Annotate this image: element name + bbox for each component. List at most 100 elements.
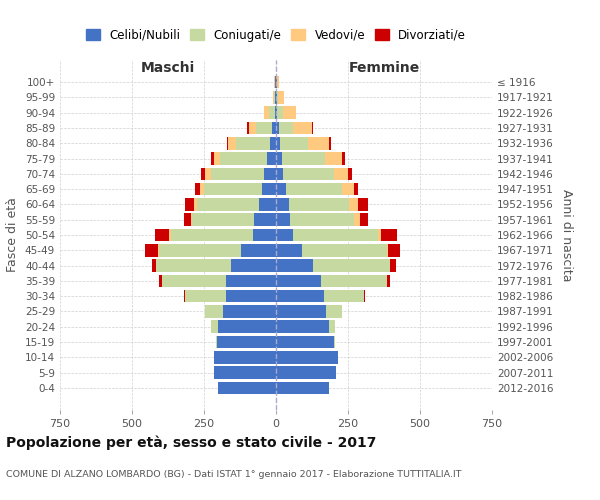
Bar bbox=[276, 152, 282, 165]
Bar bbox=[276, 198, 289, 210]
Bar bbox=[323, 290, 364, 302]
Bar bbox=[293, 122, 312, 134]
Text: COMUNE DI ALZANO LOMBARDO (BG) - Dati ISTAT 1° gennaio 2017 - Elaborazione TUTTI: COMUNE DI ALZANO LOMBARDO (BG) - Dati IS… bbox=[6, 470, 461, 479]
Bar bbox=[158, 244, 160, 256]
Bar bbox=[348, 168, 352, 180]
Bar bbox=[289, 198, 349, 210]
Bar bbox=[253, 228, 276, 241]
Bar bbox=[152, 260, 157, 272]
Bar bbox=[358, 198, 368, 210]
Bar bbox=[227, 137, 229, 149]
Bar bbox=[349, 198, 358, 210]
Bar bbox=[194, 198, 197, 210]
Bar bbox=[160, 274, 162, 287]
Bar bbox=[329, 137, 331, 149]
Bar bbox=[218, 382, 276, 394]
Bar bbox=[342, 183, 354, 196]
Bar bbox=[387, 244, 388, 256]
Text: Maschi: Maschi bbox=[141, 60, 195, 74]
Bar bbox=[211, 320, 218, 333]
Bar bbox=[214, 366, 276, 379]
Text: Femmine: Femmine bbox=[349, 60, 419, 74]
Bar bbox=[254, 214, 276, 226]
Bar bbox=[229, 137, 236, 149]
Bar bbox=[308, 137, 329, 149]
Bar bbox=[218, 320, 276, 333]
Bar bbox=[276, 290, 323, 302]
Bar bbox=[268, 152, 276, 165]
Bar bbox=[276, 106, 277, 119]
Bar bbox=[276, 214, 290, 226]
Bar bbox=[226, 290, 276, 302]
Bar bbox=[155, 228, 169, 241]
Bar bbox=[390, 260, 395, 272]
Bar bbox=[211, 152, 214, 165]
Bar bbox=[236, 137, 270, 149]
Bar bbox=[325, 152, 342, 165]
Bar bbox=[162, 274, 226, 287]
Bar bbox=[364, 290, 365, 302]
Bar bbox=[290, 214, 354, 226]
Bar bbox=[191, 214, 193, 226]
Bar bbox=[276, 336, 334, 348]
Bar bbox=[265, 106, 269, 119]
Bar bbox=[329, 320, 335, 333]
Bar bbox=[283, 168, 334, 180]
Bar bbox=[279, 122, 293, 134]
Bar bbox=[276, 183, 286, 196]
Bar bbox=[387, 274, 390, 287]
Bar bbox=[220, 152, 268, 165]
Bar bbox=[354, 183, 358, 196]
Bar bbox=[185, 290, 226, 302]
Bar bbox=[276, 168, 283, 180]
Bar bbox=[280, 137, 308, 149]
Bar bbox=[276, 382, 329, 394]
Bar bbox=[302, 244, 387, 256]
Bar bbox=[272, 122, 276, 134]
Bar bbox=[262, 183, 276, 196]
Text: Popolazione per età, sesso e stato civile - 2017: Popolazione per età, sesso e stato civil… bbox=[6, 435, 376, 450]
Bar bbox=[171, 228, 253, 241]
Bar bbox=[276, 351, 338, 364]
Bar bbox=[276, 260, 313, 272]
Bar bbox=[247, 122, 248, 134]
Bar bbox=[277, 76, 278, 88]
Bar bbox=[215, 336, 217, 348]
Bar bbox=[276, 320, 329, 333]
Bar bbox=[270, 137, 276, 149]
Bar bbox=[359, 214, 368, 226]
Bar bbox=[160, 244, 241, 256]
Legend: Celibi/Nubili, Coniugati/e, Vedovi/e, Divorziati/e: Celibi/Nubili, Coniugati/e, Vedovi/e, Di… bbox=[81, 24, 471, 46]
Bar bbox=[214, 152, 220, 165]
Bar bbox=[205, 305, 223, 318]
Bar bbox=[256, 122, 272, 134]
Bar bbox=[276, 305, 326, 318]
Bar bbox=[184, 290, 185, 302]
Bar bbox=[334, 168, 348, 180]
Bar bbox=[320, 274, 387, 287]
Bar bbox=[272, 91, 274, 104]
Bar bbox=[354, 214, 359, 226]
Bar bbox=[259, 198, 276, 210]
Bar bbox=[275, 106, 276, 119]
Bar bbox=[334, 336, 335, 348]
Bar bbox=[217, 336, 276, 348]
Bar bbox=[381, 228, 397, 241]
Bar bbox=[277, 91, 278, 104]
Y-axis label: Anni di nascita: Anni di nascita bbox=[560, 188, 573, 281]
Bar bbox=[286, 183, 342, 196]
Bar bbox=[169, 228, 171, 241]
Bar bbox=[276, 228, 293, 241]
Bar bbox=[193, 214, 254, 226]
Bar bbox=[200, 183, 204, 196]
Bar bbox=[214, 351, 276, 364]
Bar bbox=[185, 198, 194, 210]
Bar bbox=[276, 274, 320, 287]
Bar bbox=[269, 106, 275, 119]
Y-axis label: Fasce di età: Fasce di età bbox=[7, 198, 19, 272]
Bar bbox=[277, 106, 283, 119]
Bar bbox=[197, 198, 259, 210]
Bar bbox=[293, 228, 378, 241]
Bar bbox=[274, 91, 275, 104]
Bar bbox=[278, 91, 284, 104]
